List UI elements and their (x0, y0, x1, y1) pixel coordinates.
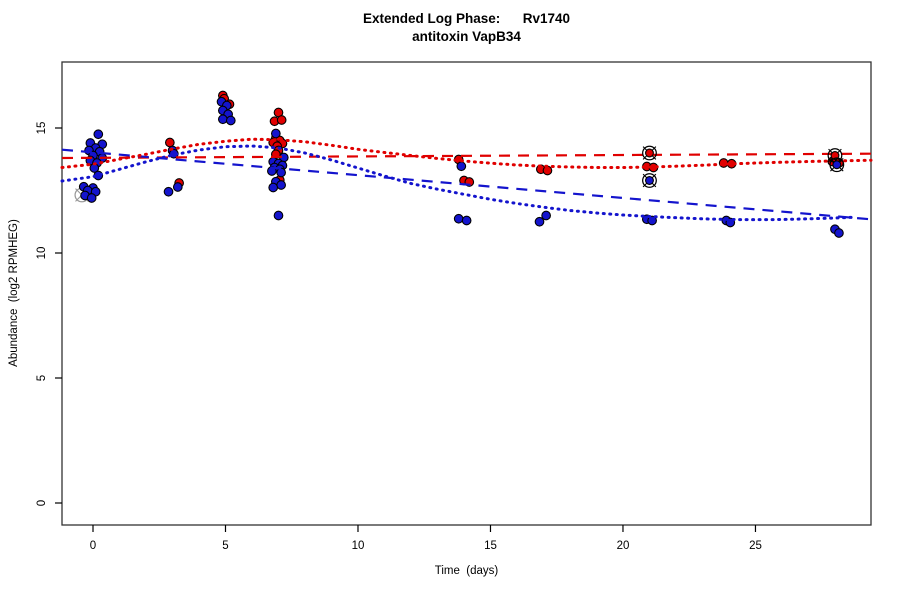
x-tick-label: 20 (617, 540, 630, 552)
x-axis-label: Time (days) (434, 565, 499, 577)
blue-loess-fit (60, 144, 858, 222)
circled-data-point (645, 176, 654, 185)
red-loess-fit (60, 137, 873, 169)
data-point (834, 228, 844, 238)
plot-box (61, 61, 872, 526)
data-point (273, 210, 284, 221)
data-point (270, 128, 281, 139)
data-point (276, 180, 286, 190)
data-point (217, 114, 228, 125)
data-point (461, 215, 472, 226)
data-point (93, 129, 104, 140)
y-tick-label: 0 (36, 500, 48, 506)
data-point (456, 161, 467, 172)
y-tick-label: 10 (36, 247, 48, 260)
circled-data-point (645, 148, 654, 158)
data-point (172, 182, 183, 192)
x-tick-label: 25 (749, 540, 762, 552)
circle-x-ring (642, 145, 657, 161)
data-point (268, 182, 279, 193)
data-point (164, 137, 175, 148)
y-tick-label: 5 (36, 375, 48, 381)
data-point (276, 115, 287, 125)
x-tick-label: 0 (90, 540, 96, 552)
data-point (541, 210, 551, 221)
data-point (647, 215, 657, 226)
circled-data-point (832, 160, 842, 170)
data-point (225, 115, 236, 126)
data-point (534, 216, 545, 227)
data-point (86, 193, 97, 203)
y-tick-label: 15 (36, 122, 48, 135)
chart-subtitle: antitoxin VapB34 (412, 29, 521, 44)
blue-linear-fit (61, 148, 872, 221)
x-tick-label: 15 (484, 540, 497, 552)
data-point (163, 186, 174, 197)
circle-x-ring (829, 157, 845, 173)
red-linear-fit (61, 152, 872, 160)
chart-title: Extended Log Phase: Rv1740 (362, 11, 571, 26)
circle-x-ring (642, 173, 657, 188)
data-point (453, 213, 464, 224)
data-point (276, 167, 286, 178)
x-tick-label: 10 (352, 540, 365, 552)
x-tick-label: 5 (222, 540, 228, 552)
